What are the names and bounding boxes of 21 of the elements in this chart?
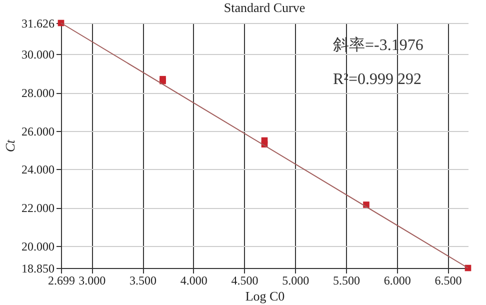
y-tick-label: 28.000 xyxy=(22,86,54,100)
y-tick-label: 18.850 xyxy=(22,262,54,276)
y-tick-label: 24.000 xyxy=(22,162,54,177)
x-tick-label: 6.000 xyxy=(384,274,411,288)
y-axis-title: Ct xyxy=(2,139,18,152)
x-tick-label: 5.000 xyxy=(282,274,310,288)
x-tick-label: 4.500 xyxy=(231,274,258,288)
x-axis-title: Log C0 xyxy=(245,288,285,304)
y-tick-label: 30.000 xyxy=(22,48,54,62)
x-tick-label: 3.500 xyxy=(130,274,156,288)
x-tick-label: 5.500 xyxy=(333,274,360,288)
y-tick-label: 20.000 xyxy=(22,239,54,254)
y-tick-label: 22.000 xyxy=(22,201,54,216)
x-tick-label: 3.000 xyxy=(78,274,106,288)
y-tick-label: 26.000 xyxy=(22,124,54,138)
point xyxy=(261,137,268,144)
x-tick-label: 4.000 xyxy=(180,274,208,288)
x-tick-label: 2.699 xyxy=(48,274,75,288)
chart-title: Standard Curve xyxy=(224,0,306,15)
y-tick-label: 31.626 xyxy=(22,16,54,30)
x-tick-label: 6.500 xyxy=(434,274,462,288)
